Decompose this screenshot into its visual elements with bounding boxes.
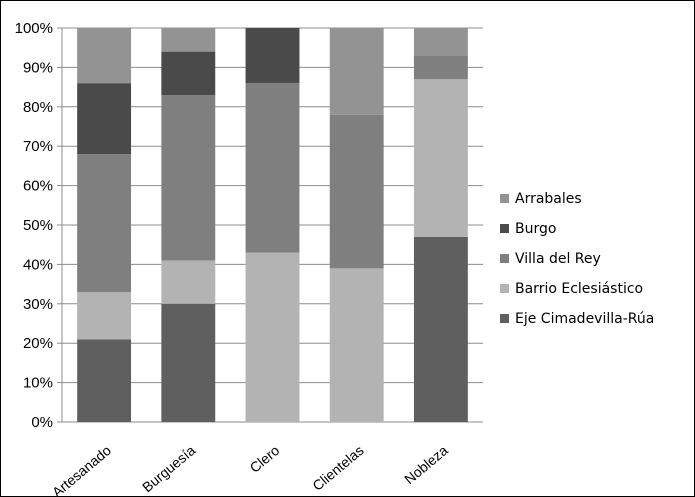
legend-label: Arrabales (515, 191, 582, 207)
y-tick-label: 70% (23, 138, 53, 155)
legend-label: Eje Cimadevilla-Rúa (515, 311, 654, 327)
bar-segment (77, 291, 132, 340)
bar-segment (161, 51, 216, 95)
y-tick-label: 20% (23, 335, 53, 352)
bar-segment (161, 28, 216, 52)
y-tick-label: 40% (23, 256, 53, 273)
bar-segment (413, 55, 468, 80)
bar-segment (77, 83, 132, 155)
y-tick-label: 50% (23, 217, 53, 234)
bar-segment (161, 303, 216, 422)
bar-segment (161, 94, 216, 261)
bar-segment (77, 339, 132, 422)
bar-segment (77, 28, 132, 84)
y-tick-label: 0% (31, 414, 53, 431)
legend-label: Villa del Rey (515, 251, 601, 267)
bar-segment (77, 154, 132, 292)
legend-swatch (500, 194, 509, 203)
y-tick-label: 30% (23, 296, 53, 313)
bar-segment (245, 28, 300, 84)
bar-segment (245, 83, 300, 253)
bar-segment (245, 252, 300, 422)
legend: Arrabales Burgo Villa del Rey Barrio Eclesi… (500, 191, 654, 327)
legend-swatch (500, 224, 509, 233)
bar-segment (413, 79, 468, 237)
y-axis: 0% 10% 20% 30% 40% 50% 60% 70% 80% 90% 100% (15, 20, 63, 431)
y-tick-label: 100% (15, 20, 53, 37)
legend-swatch (500, 254, 509, 263)
bars (77, 28, 468, 422)
bar-segment (161, 260, 216, 304)
legend-swatch (500, 284, 509, 293)
bar-segment (329, 28, 384, 115)
legend-label: Barrio Eclesiástico (515, 281, 643, 297)
bar-segment (413, 28, 468, 56)
legend-swatch (500, 314, 509, 323)
legend-label: Burgo (515, 221, 556, 237)
bar-segment (329, 268, 384, 422)
y-tick-label: 10% (23, 375, 53, 392)
y-tick-label: 90% (23, 59, 53, 76)
y-tick-label: 60% (23, 178, 53, 195)
bar-segment (413, 236, 468, 422)
y-tick-label: 80% (23, 99, 53, 116)
bar-segment (329, 114, 384, 269)
